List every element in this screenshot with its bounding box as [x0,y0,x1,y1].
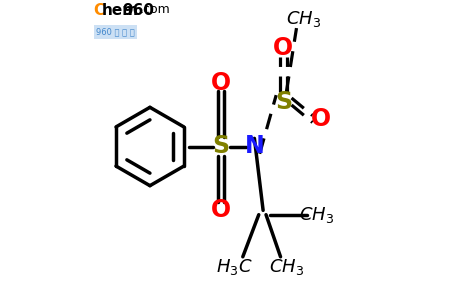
Text: 960 化 工 网: 960 化 工 网 [96,28,135,37]
Text: hem: hem [101,3,138,18]
Text: O: O [273,36,293,60]
Text: S: S [275,90,292,113]
Text: O: O [211,198,231,222]
Text: $H_3C$: $H_3C$ [216,257,252,277]
Text: O: O [311,107,331,131]
Text: 960: 960 [122,3,155,18]
Text: O: O [211,71,231,95]
Text: .com: .com [140,3,171,16]
Text: S: S [212,134,229,159]
Text: N: N [245,134,264,159]
Text: $CH_3$: $CH_3$ [286,9,321,29]
Text: $CH_3$: $CH_3$ [299,205,334,225]
Text: C: C [93,3,104,18]
Text: $CH_3$: $CH_3$ [269,257,304,277]
